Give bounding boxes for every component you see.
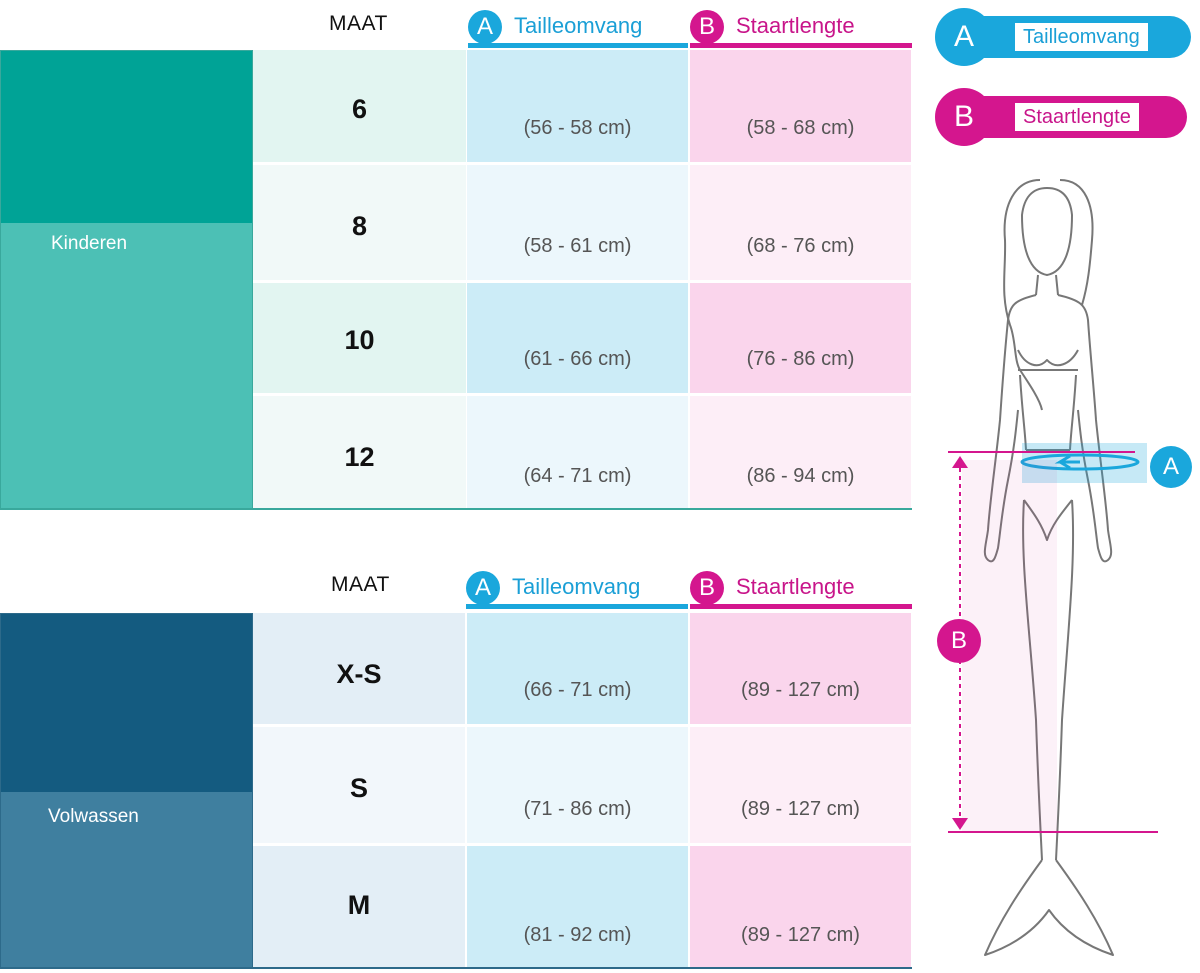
header-tailleomvang: A Tailleomvang	[466, 571, 688, 609]
waist-cell: (64 - 71 cm)	[467, 396, 688, 510]
tail-cell: (86 - 94 cm)	[690, 396, 911, 510]
tail-cell: (89 - 127 cm)	[690, 613, 911, 724]
size-cell: 8	[253, 165, 466, 280]
table-border	[0, 508, 912, 510]
letter-b-icon: B	[935, 88, 993, 146]
tail-cell: (58 - 68 cm)	[690, 50, 911, 162]
marker-b-icon: B	[937, 619, 981, 663]
tail-cell: (68 - 76 cm)	[690, 165, 911, 280]
group-kinderen: Kinderen	[0, 50, 253, 510]
mermaid-figure-icon	[948, 179, 1158, 956]
size-cell: S	[253, 727, 465, 843]
legend-label: Staartlengte	[1015, 103, 1139, 131]
header-staartlengte: B Staartlengte	[690, 571, 912, 609]
marker-a-icon: A	[1150, 446, 1192, 488]
waist-cell: (56 - 58 cm)	[467, 50, 688, 162]
group-label: Volwassen	[48, 806, 139, 827]
size-cell: M	[253, 846, 465, 969]
letter-a-icon: A	[466, 571, 500, 605]
waist-cell: (61 - 66 cm)	[467, 283, 688, 393]
waist-cell: (81 - 92 cm)	[467, 846, 688, 969]
size-cell: X-S	[253, 613, 465, 724]
waist-cell: (66 - 71 cm)	[467, 613, 688, 724]
header-tailleomvang: A Tailleomvang	[468, 10, 688, 48]
size-cell: 12	[253, 396, 466, 510]
maat-header: MAAT	[331, 573, 390, 596]
legend-staartlengte: B Staartlengte	[935, 88, 1187, 146]
header-staartlengte: B Staartlengte	[690, 10, 912, 48]
tail-cell: (76 - 86 cm)	[690, 283, 911, 393]
header-label: Tailleomvang	[512, 574, 641, 599]
letter-b-icon: B	[690, 10, 724, 44]
legend-label: Tailleomvang	[1015, 23, 1148, 51]
header-label: Staartlengte	[736, 574, 855, 599]
header-label: Staartlengte	[736, 13, 855, 38]
maat-header: MAAT	[329, 12, 388, 35]
letter-a-icon: A	[935, 8, 993, 66]
legend-tailleomvang: A Tailleomvang	[935, 8, 1191, 66]
letter-a-icon: A	[468, 10, 502, 44]
tail-cell: (89 - 127 cm)	[690, 846, 911, 969]
size-cell: 6	[253, 50, 466, 162]
table-border	[0, 967, 912, 969]
waist-cell: (58 - 61 cm)	[467, 165, 688, 280]
waist-cell: (71 - 86 cm)	[467, 727, 688, 843]
size-cell: 10	[253, 283, 466, 393]
header-label: Tailleomvang	[514, 13, 643, 38]
group-label: Kinderen	[51, 233, 128, 254]
group-volwassen: Volwassen	[0, 613, 253, 969]
letter-b-icon: B	[690, 571, 724, 605]
tail-cell: (89 - 127 cm)	[690, 727, 911, 843]
